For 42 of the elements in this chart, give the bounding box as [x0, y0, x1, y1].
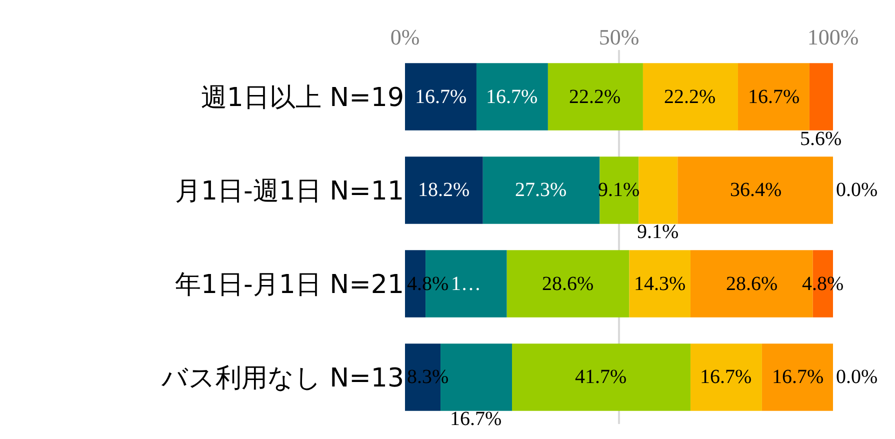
x-tick-label: 0% [390, 24, 420, 50]
y-tick-label: バス利用なし N=13 [160, 363, 404, 394]
y-tick-label: 年1日-月1日 N=21 [174, 270, 404, 300]
data-label: 22.2% [569, 86, 621, 108]
bar [506, 250, 630, 318]
bar [690, 344, 762, 411]
data-label: 9.1% [637, 221, 679, 243]
bar [638, 156, 678, 224]
data-label: 36.4% [730, 179, 782, 201]
data-label: 16.7% [772, 366, 824, 388]
bar [642, 63, 738, 130]
data-label: 28.6% [726, 273, 778, 295]
bar [512, 344, 690, 411]
bar [476, 63, 548, 130]
data-label: 0.0% [836, 366, 878, 388]
data-label: 0.0% [836, 179, 878, 201]
bar [405, 63, 476, 130]
data-label: 16.7% [486, 86, 538, 108]
data-label: 5.6% [800, 128, 842, 150]
data-label: 28.6% [542, 273, 594, 295]
data-label: 27.3% [515, 179, 567, 201]
x-tick-label: 50% [598, 24, 640, 50]
bar [629, 250, 690, 318]
bar [548, 63, 643, 130]
bar [762, 344, 833, 411]
bar [678, 156, 833, 224]
bar [809, 63, 833, 130]
bar [405, 156, 483, 224]
data-label: 41.7% [575, 366, 627, 388]
bar [482, 156, 600, 224]
data-label: 14.3% [634, 273, 686, 295]
data-label: 1… [451, 273, 481, 295]
data-label: 22.2% [664, 86, 716, 108]
data-label: 18.2% [418, 179, 470, 201]
y-tick-label: 月1日-週1日 N=11 [174, 176, 404, 206]
data-label: 16.7% [748, 86, 800, 108]
data-label: 16.7% [415, 86, 467, 108]
data-label: 16.7% [700, 366, 752, 388]
x-tick-label: 100% [807, 24, 859, 50]
data-label: 16.7% [450, 408, 502, 430]
bar [738, 63, 810, 130]
y-tick-label: 週1日以上 N=19 [200, 82, 404, 113]
